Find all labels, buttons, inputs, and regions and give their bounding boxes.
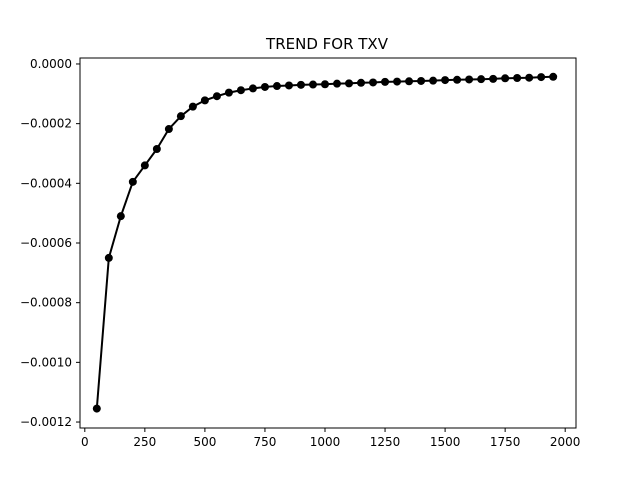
series-line-0 — [95, 75, 554, 409]
data-point — [212, 92, 221, 101]
data-point — [513, 73, 522, 82]
x-tick-label: 1000 — [310, 435, 341, 449]
data-point — [296, 80, 305, 89]
data-point — [465, 75, 474, 84]
data-point — [441, 76, 450, 85]
data-point — [116, 212, 125, 221]
y-tick-label: −0.0006 — [20, 236, 72, 250]
data-point — [489, 74, 498, 83]
data-point — [200, 96, 209, 105]
data-point — [429, 76, 438, 85]
plot-frame — [79, 57, 577, 429]
data-point — [537, 73, 546, 82]
data-point — [345, 79, 354, 88]
data-point — [272, 82, 281, 91]
data-point — [453, 75, 462, 84]
x-tick-label: 750 — [253, 435, 276, 449]
data-point — [333, 79, 342, 88]
data-point — [477, 75, 486, 84]
x-axis-ticks: 0 250 500 750 1000 1250 1500 1750 2000 — [81, 428, 580, 449]
x-tick-label: 1250 — [370, 435, 401, 449]
y-axis-ticks: 0.0000 −0.0002 −0.0004 −0.0006 −0.0008 −0.001… — [20, 57, 80, 429]
data-point — [393, 77, 402, 86]
data-point — [417, 76, 426, 85]
plot-content — [92, 72, 558, 413]
x-tick-label: 1500 — [430, 435, 461, 449]
data-point — [104, 253, 113, 262]
data-point — [236, 86, 245, 95]
x-tick-label: 250 — [133, 435, 156, 449]
data-point — [164, 125, 173, 134]
data-point — [188, 102, 197, 111]
data-point — [284, 81, 293, 90]
x-tick-label: 0 — [81, 435, 89, 449]
chart-title: TREND FOR TXV — [265, 35, 389, 53]
data-point — [501, 74, 510, 83]
data-point — [92, 404, 101, 413]
data-point — [224, 88, 233, 97]
y-tick-label: −0.0002 — [20, 117, 72, 131]
y-tick-label: −0.0010 — [20, 355, 72, 369]
data-point — [381, 77, 390, 86]
data-point — [152, 145, 161, 154]
data-point — [525, 73, 534, 82]
data-point — [140, 161, 149, 170]
x-tick-label: 1750 — [490, 435, 521, 449]
data-point — [549, 72, 558, 81]
y-tick-label: 0.0000 — [30, 57, 72, 71]
x-tick-label: 2000 — [550, 435, 581, 449]
data-point — [176, 112, 185, 121]
data-point — [128, 177, 137, 186]
y-tick-label: −0.0008 — [20, 296, 72, 310]
data-point — [320, 80, 329, 89]
y-tick-label: −0.0012 — [20, 415, 72, 429]
data-point — [405, 77, 414, 86]
data-point — [369, 78, 378, 87]
x-tick-label: 500 — [193, 435, 216, 449]
data-point — [248, 84, 257, 93]
y-tick-label: −0.0004 — [20, 176, 72, 190]
data-point — [308, 80, 317, 89]
data-point — [260, 82, 269, 91]
data-point — [357, 78, 366, 87]
